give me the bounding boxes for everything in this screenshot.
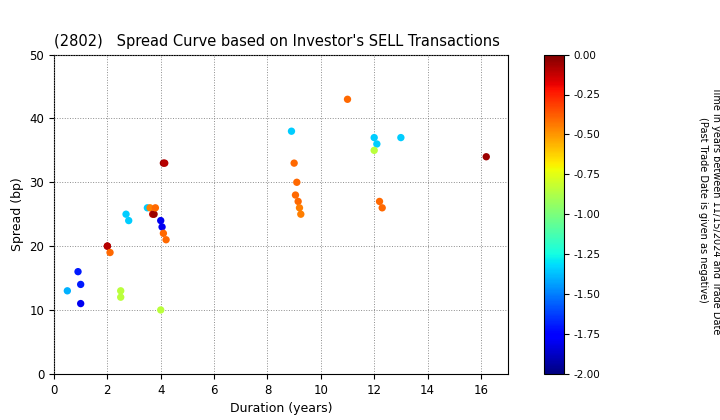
Point — [142, 205, 153, 211]
Point — [289, 192, 301, 198]
Point — [371, 141, 382, 147]
Point — [62, 287, 73, 294]
Point — [161, 236, 172, 243]
Point — [369, 147, 380, 154]
Point — [115, 294, 127, 301]
Point — [158, 230, 169, 237]
Point — [480, 153, 492, 160]
Point — [158, 160, 169, 166]
Point — [147, 211, 158, 218]
Point — [104, 249, 116, 256]
Point — [159, 160, 171, 166]
Point — [295, 211, 307, 218]
Point — [120, 211, 132, 218]
Point — [377, 205, 388, 211]
Text: (2802)   Spread Curve based on Investor's SELL Transactions: (2802) Spread Curve based on Investor's … — [54, 34, 500, 49]
Point — [72, 268, 84, 275]
Point — [342, 96, 354, 102]
Point — [292, 198, 304, 205]
Point — [75, 281, 86, 288]
Y-axis label: Spread (bp): Spread (bp) — [11, 177, 24, 251]
Point — [289, 160, 300, 166]
Point — [123, 217, 135, 224]
Point — [155, 217, 166, 224]
Point — [75, 300, 86, 307]
Point — [150, 205, 161, 211]
Point — [102, 243, 113, 249]
X-axis label: Duration (years): Duration (years) — [230, 402, 332, 415]
Point — [156, 223, 168, 230]
Point — [286, 128, 297, 134]
Point — [148, 211, 160, 218]
Point — [144, 205, 156, 211]
Text: Time in years between 11/15/2024 and Trade Date
(Past Trade Date is given as neg: Time in years between 11/15/2024 and Tra… — [698, 86, 720, 334]
Point — [369, 134, 380, 141]
Point — [291, 179, 302, 186]
Point — [374, 198, 385, 205]
Point — [155, 307, 166, 313]
Point — [294, 205, 305, 211]
Point — [395, 134, 407, 141]
Point — [115, 287, 127, 294]
Point — [102, 243, 113, 249]
